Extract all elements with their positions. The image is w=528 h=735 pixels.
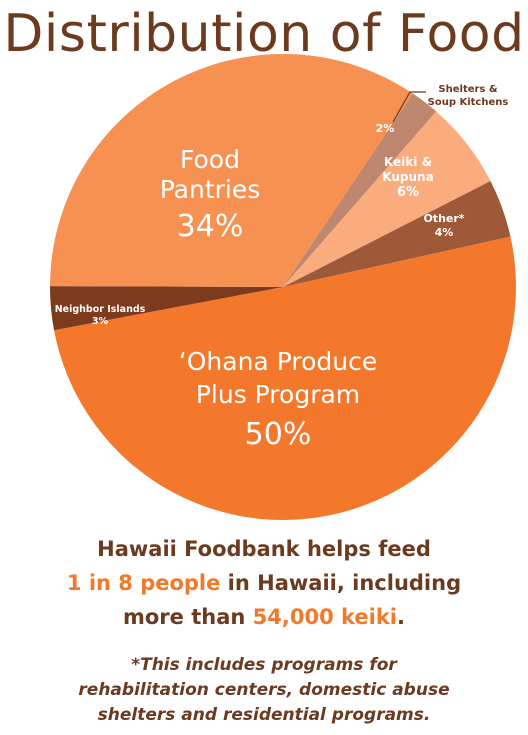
summary-line-3-post: . xyxy=(397,605,405,629)
pie-slice-ohana xyxy=(54,236,517,521)
slice-pct-other: 4% xyxy=(435,226,454,239)
footnote-line-3: shelters and residential programs. xyxy=(97,705,431,725)
summary-line-3-pre: more than xyxy=(123,605,253,629)
footnote-line-1: *This includes programs for xyxy=(131,655,397,675)
summary-text: Hawaii Foodbank helps feed 1 in 8 people… xyxy=(0,532,528,634)
summary-line-3: more than 54,000 keiki. xyxy=(0,600,528,634)
keiki-highlight: 54,000 keiki xyxy=(252,605,397,629)
slice-pct-keiki: 6% xyxy=(397,185,419,200)
page-title: Distribution of Food xyxy=(3,4,525,64)
slice-label-keiki-line-2: Kupuna xyxy=(382,170,433,184)
pie-slice-shelters xyxy=(283,93,437,288)
slice-label-pantries-line-2: Pantries xyxy=(160,175,261,204)
slice-pct-neighbor: 3% xyxy=(92,316,109,327)
slice-label-keiki-line-1: Keiki & xyxy=(384,155,432,169)
slice-label-other-line-1: Other* xyxy=(423,212,464,225)
slice-label-pantries-line-1: Food xyxy=(180,145,240,174)
summary-line-2-rest: in Hawaii, including xyxy=(220,571,462,595)
slice-label-shelters-line-2: Soup Kitchens xyxy=(428,97,509,108)
pie-slice-pantries xyxy=(50,53,413,287)
footnote: *This includes programs for rehabilitati… xyxy=(0,653,528,728)
slice-label-ohana-line-2: Plus Program xyxy=(196,380,360,409)
footnote-line-2: rehabilitation centers, domestic abuse xyxy=(78,680,450,700)
pie-slice-neighbor xyxy=(50,286,283,331)
summary-line-1: Hawaii Foodbank helps feed xyxy=(97,537,431,561)
slice-pct-ohana: 50% xyxy=(245,417,312,452)
pie-slice-keiki xyxy=(283,111,491,288)
pie-slice-other xyxy=(283,181,511,287)
slice-label-neighbor-line-1: Neighbor Islands xyxy=(55,304,146,315)
slice-pct-shelters: 2% xyxy=(376,122,395,135)
slice-pct-pantries: 34% xyxy=(177,209,244,244)
slice-label-shelters-line-1: Shelters & xyxy=(438,84,497,95)
slice-label-ohana-line-1: ‘Ohana Produce xyxy=(179,347,377,376)
leader-line-shelters xyxy=(392,91,426,123)
people-highlight: 1 in 8 people xyxy=(66,571,221,595)
summary-line-2: 1 in 8 people in Hawaii, including xyxy=(0,566,528,600)
